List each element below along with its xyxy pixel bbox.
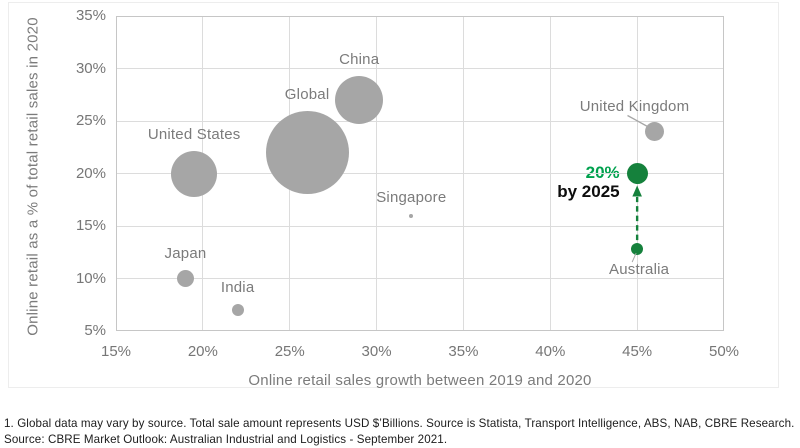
y-tick-label: 15%	[75, 217, 106, 234]
annotation-target-value: 20%	[585, 162, 620, 182]
x-tick-label: 40%	[535, 343, 566, 360]
y-tick-label: 30%	[75, 59, 106, 77]
bubble-label-china: China	[339, 51, 380, 68]
gridline-horizontal	[116, 120, 724, 122]
gridline-horizontal	[116, 225, 724, 227]
bubble-china	[335, 76, 384, 124]
y-tick-label: 20%	[75, 164, 106, 182]
bubble-label-japan: Japan	[164, 245, 207, 262]
x-tick-label: 35%	[448, 343, 479, 360]
bubble-label-singapore: Singapore	[376, 188, 447, 206]
bubble-label-india: India	[220, 279, 255, 296]
bubble-global	[265, 111, 349, 194]
x-tick-label: 25%	[274, 343, 305, 360]
x-tick-label: 15%	[100, 343, 132, 360]
bubble-india	[231, 304, 244, 316]
plot-area-border	[116, 16, 724, 331]
footnote-line-2: Source: CBRE Market Outlook: Australian …	[4, 433, 448, 446]
footnote-line-1: 1. Global data may vary by source. Total…	[4, 417, 795, 430]
bubble-label-australia: Australia	[609, 261, 670, 279]
target-annotation: 20% by 2025	[490, 162, 620, 202]
x-tick-label: 30%	[361, 343, 392, 360]
chart-panel	[8, 2, 779, 388]
gridline-horizontal	[116, 278, 724, 279]
bubble-united-kingdom	[645, 122, 664, 141]
bubble-label-global: Global	[284, 86, 330, 103]
x-tick-label: 50%	[708, 343, 740, 360]
bubble-label-united-states: United States	[147, 125, 241, 143]
x-tick-label: 45%	[622, 343, 653, 360]
bubble-label-united-kingdom: United Kingdom	[579, 98, 690, 115]
y-tick-label: 25%	[75, 112, 106, 129]
x-axis-title: Online retail sales growth between 2019 …	[248, 372, 592, 389]
x-tick-label: 20%	[187, 343, 218, 360]
bubble-singapore	[409, 213, 414, 218]
bubble-japan	[176, 270, 194, 287]
bubble-australia-2025-target	[626, 163, 648, 184]
bubble-australia	[631, 243, 644, 256]
y-tick-label: 10%	[75, 269, 106, 287]
gridline-horizontal	[116, 173, 724, 174]
annotation-target-caption: by 2025	[557, 182, 620, 201]
y-tick-label: 35%	[75, 7, 106, 24]
bubble-united-states	[171, 150, 218, 197]
gridline-horizontal	[116, 68, 724, 69]
y-axis-title: Online retail as a % of total retail sal…	[24, 17, 42, 336]
y-tick-label: 5%	[84, 322, 106, 339]
